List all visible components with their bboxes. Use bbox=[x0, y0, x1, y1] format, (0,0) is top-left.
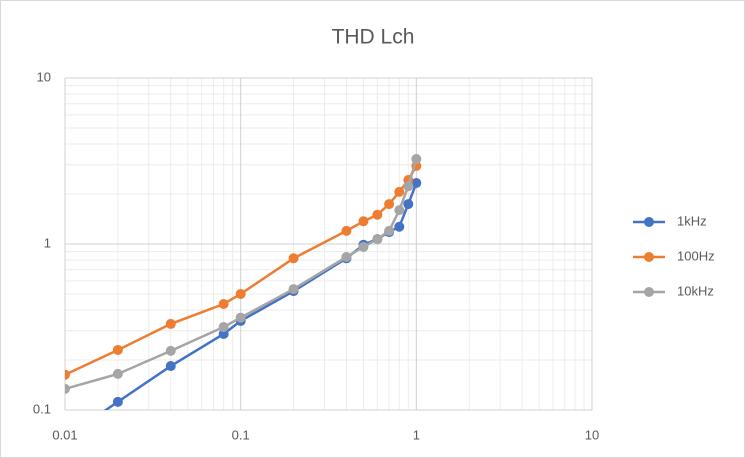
data-point bbox=[341, 252, 352, 263]
data-point bbox=[384, 199, 395, 210]
data-point bbox=[288, 253, 299, 264]
data-point bbox=[65, 383, 70, 394]
y-tick-label: 10 bbox=[37, 69, 51, 84]
legend-marker bbox=[644, 287, 654, 297]
data-point bbox=[372, 209, 383, 220]
legend-label: 10kHz bbox=[677, 283, 714, 298]
legend-marker bbox=[644, 217, 654, 227]
x-tick-label: 0.1 bbox=[232, 427, 250, 442]
data-point bbox=[235, 288, 246, 299]
data-point bbox=[165, 318, 176, 329]
data-point bbox=[384, 225, 395, 236]
data-point bbox=[411, 178, 422, 189]
legend-label: 1kHz bbox=[677, 213, 707, 228]
x-tick-label: 0.01 bbox=[52, 427, 77, 442]
data-point bbox=[218, 299, 229, 310]
data-point bbox=[394, 221, 405, 232]
data-point bbox=[112, 344, 123, 355]
data-point bbox=[403, 199, 414, 210]
data-point bbox=[235, 312, 246, 323]
data-point bbox=[112, 368, 123, 379]
y-tick-label: 1 bbox=[44, 235, 51, 250]
data-point bbox=[403, 181, 414, 192]
legend-label: 100Hz bbox=[677, 248, 715, 263]
data-point bbox=[112, 396, 123, 407]
data-point bbox=[288, 284, 299, 295]
data-point bbox=[165, 361, 176, 372]
data-point bbox=[165, 345, 176, 356]
x-tick-label: 10 bbox=[585, 427, 599, 442]
plot-lines bbox=[65, 154, 422, 410]
data-point bbox=[65, 369, 70, 380]
data-point bbox=[341, 225, 352, 236]
y-tick-label: 0.1 bbox=[33, 401, 51, 416]
legend-marker bbox=[644, 252, 654, 262]
data-point bbox=[358, 241, 369, 252]
data-point bbox=[358, 216, 369, 227]
data-point bbox=[394, 205, 405, 216]
data-point bbox=[372, 234, 383, 245]
data-point bbox=[218, 328, 229, 339]
data-point bbox=[411, 154, 422, 165]
grid bbox=[64, 77, 593, 411]
x-tick-label: 1 bbox=[413, 427, 420, 442]
chart-title: THD Lch bbox=[332, 26, 415, 49]
data-point bbox=[218, 322, 229, 333]
data-point bbox=[394, 186, 405, 197]
